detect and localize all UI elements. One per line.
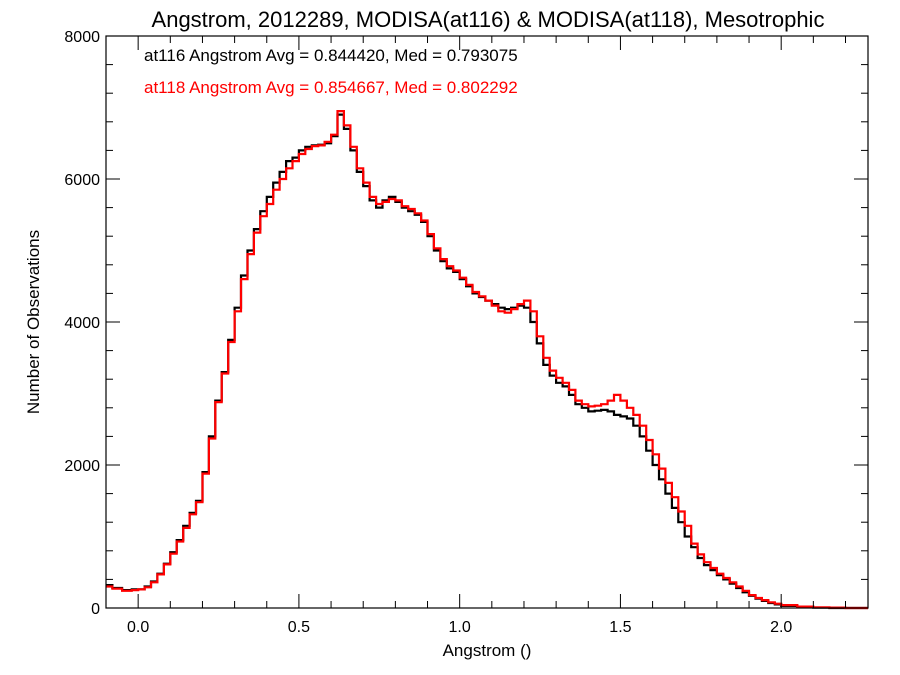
y-axis-label: Number of Observations <box>24 230 43 414</box>
x-tick-label: 2.0 <box>770 619 792 636</box>
y-tick-label: 6000 <box>64 172 100 189</box>
plot-frame <box>105 35 869 609</box>
y-tick-label: 4000 <box>64 315 100 332</box>
x-tick-label: 1.0 <box>449 619 471 636</box>
y-tick-label: 8000 <box>64 29 100 46</box>
x-axis-label: Angstrom () <box>443 641 532 660</box>
annotation-at116-stats: at116 Angstrom Avg = 0.844420, Med = 0.7… <box>144 46 518 65</box>
ticks-layer: 0.0 0.5 1.0 1.5 2.0 0 2000 4000 6000 8000 <box>64 29 868 636</box>
series-layer <box>106 110 868 610</box>
annotation-at118-stats: at118 Angstrom Avg = 0.854667, Med = 0.8… <box>144 78 518 97</box>
series-line-0 <box>106 113 868 610</box>
chart-title: Angstrom, 2012289, MODISA(at116) & MODIS… <box>152 7 825 32</box>
x-tick-label: 0.5 <box>288 619 310 636</box>
y-tick-label: 0 <box>91 601 100 618</box>
y-tick-label: 2000 <box>64 458 100 475</box>
x-tick-label: 0.0 <box>127 619 149 636</box>
x-tick-label: 1.5 <box>609 619 631 636</box>
series-line-1 <box>106 110 868 610</box>
